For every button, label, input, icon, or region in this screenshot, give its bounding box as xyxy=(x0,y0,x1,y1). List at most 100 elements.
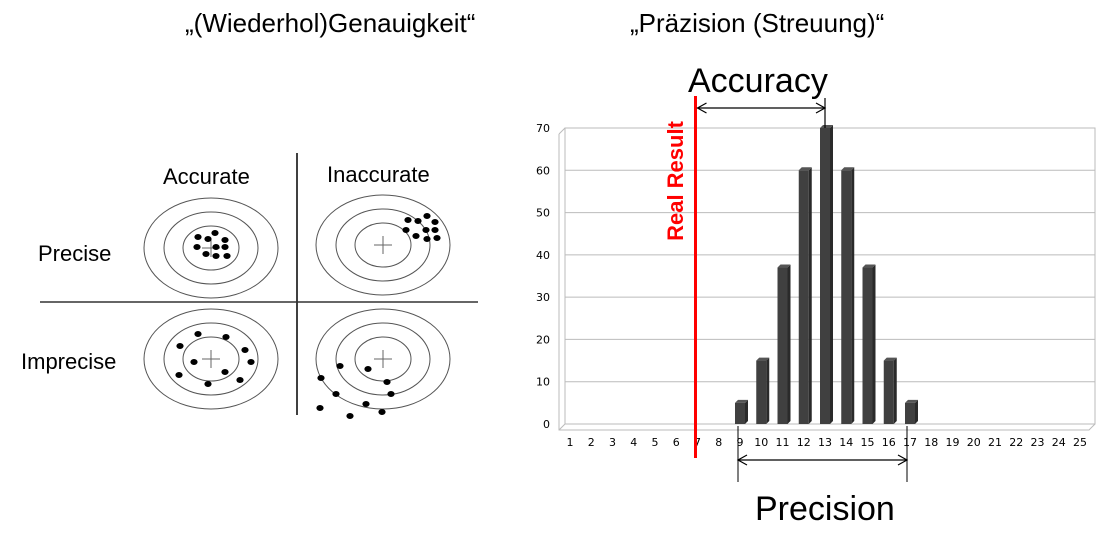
x-tick-label: 10 xyxy=(754,436,768,449)
hit-dot xyxy=(336,363,344,369)
x-tick-label: 5 xyxy=(652,436,659,449)
title-right: „Präzision (Streuung)“ xyxy=(630,8,885,38)
target-ring xyxy=(143,197,279,299)
x-tick-label: 18 xyxy=(924,436,938,449)
title-left: „(Wiederhol)Genauigkeit“ xyxy=(185,8,476,38)
row-label-imprecise: Imprecise xyxy=(21,349,117,374)
bar-side xyxy=(787,264,791,424)
x-tick-label: 1 xyxy=(567,436,574,449)
precision-label: Precision xyxy=(755,490,895,528)
hit-dot xyxy=(222,334,230,340)
target-ring xyxy=(143,308,279,410)
target-ring xyxy=(335,322,431,396)
bar xyxy=(777,267,788,424)
hit-dot xyxy=(316,405,324,411)
hit-dot xyxy=(221,237,229,243)
bar xyxy=(798,170,809,424)
hit-dot xyxy=(221,244,229,250)
target-ring xyxy=(315,194,451,296)
bar-top xyxy=(777,264,791,268)
axis-3d-edge xyxy=(558,127,1096,431)
y-tick-label: 40 xyxy=(536,249,550,262)
hit-dot xyxy=(422,227,430,233)
target-ring xyxy=(354,336,412,382)
hit-dot xyxy=(247,359,255,365)
hit-dot xyxy=(317,375,325,381)
x-tick-label: 3 xyxy=(609,436,616,449)
bar xyxy=(862,267,873,424)
hit-dot xyxy=(241,347,249,353)
bar-side xyxy=(766,357,770,424)
x-tick-label: 6 xyxy=(673,436,680,449)
x-tick-label: 7 xyxy=(694,436,701,449)
hit-dot xyxy=(362,401,370,407)
target-ring xyxy=(315,308,451,410)
crosshair-icon xyxy=(374,236,392,254)
target-ring xyxy=(163,211,259,285)
target-ring xyxy=(182,336,240,382)
bar xyxy=(841,170,852,424)
precision-arrow-heads xyxy=(736,454,909,466)
hit-dot xyxy=(190,359,198,365)
x-tick-label: 20 xyxy=(967,436,981,449)
x-tick-label: 11 xyxy=(776,436,790,449)
hit-dot xyxy=(402,227,410,233)
y-tick-label: 0 xyxy=(543,418,550,431)
bar xyxy=(756,360,767,424)
hit-dot xyxy=(194,331,202,337)
hit-dot xyxy=(202,251,210,257)
hit-dot xyxy=(212,253,220,259)
hit-dot xyxy=(221,369,229,375)
bar-top xyxy=(798,167,812,171)
x-tick-label: 16 xyxy=(882,436,896,449)
hit-dot xyxy=(332,391,340,397)
bar xyxy=(883,360,894,424)
accuracy-arrow-heads xyxy=(696,102,827,114)
hit-dot xyxy=(175,372,183,378)
bar-side xyxy=(830,125,833,424)
y-tick-label: 30 xyxy=(536,291,550,304)
accuracy-label: Accuracy xyxy=(688,62,828,100)
x-tick-label: 25 xyxy=(1073,436,1087,449)
hit-dot xyxy=(346,413,354,419)
bar-side xyxy=(745,399,748,424)
y-tick-label: 20 xyxy=(536,333,550,346)
y-tick-label: 60 xyxy=(536,164,550,177)
bar-side xyxy=(851,167,855,425)
bar-top xyxy=(883,357,897,361)
bar-top xyxy=(841,167,855,171)
hit-dot xyxy=(204,381,212,387)
target-ring xyxy=(163,322,259,396)
bar-side xyxy=(915,399,918,424)
x-tick-label: 19 xyxy=(946,436,960,449)
x-tick-label: 23 xyxy=(1031,436,1045,449)
target-ring xyxy=(335,208,431,282)
bar-top xyxy=(905,399,918,403)
real-result-label: Real Result xyxy=(663,121,688,241)
hit-dot xyxy=(176,343,184,349)
hit-dot xyxy=(387,391,395,397)
target-ring xyxy=(354,222,412,268)
target-ring xyxy=(182,225,240,271)
hit-dot xyxy=(223,253,231,259)
x-tick-label: 22 xyxy=(1009,436,1023,449)
hit-dot xyxy=(211,230,219,236)
hit-dot xyxy=(364,366,372,372)
bar-side xyxy=(872,264,876,424)
x-tick-label: 9 xyxy=(737,436,744,449)
hit-dot xyxy=(193,244,201,250)
bar-top xyxy=(756,357,770,361)
targets-diagram xyxy=(40,153,478,419)
bar xyxy=(735,402,745,424)
hit-dot xyxy=(204,236,212,242)
hit-dot xyxy=(414,218,422,224)
x-tick-label: 8 xyxy=(715,436,722,449)
crosshair-icon xyxy=(374,350,392,368)
bar-top xyxy=(820,125,833,128)
bar xyxy=(820,128,830,424)
hit-dot xyxy=(431,219,439,225)
hit-dot xyxy=(423,213,431,219)
hit-dot xyxy=(236,377,244,383)
hit-dot xyxy=(404,217,412,223)
